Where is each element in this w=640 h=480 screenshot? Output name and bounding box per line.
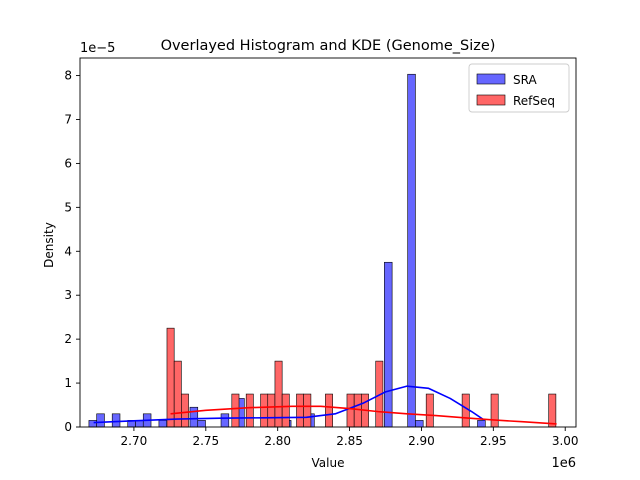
- histogram-bar: [346, 393, 355, 428]
- x-tick-label: 2.90: [408, 434, 435, 448]
- x-tick-label: 2.70: [121, 434, 148, 448]
- histogram-bar: [260, 393, 269, 428]
- y-tick-label: 6: [64, 156, 72, 170]
- histogram-bar: [267, 393, 276, 428]
- histogram-bar: [166, 327, 175, 428]
- histogram-bar: [111, 413, 121, 428]
- histogram-bar: [181, 393, 189, 428]
- histogram-bar: [384, 261, 393, 428]
- legend: SRA RefSeq: [468, 63, 570, 113]
- x-tick-label: 2.95: [480, 434, 507, 448]
- y-tick-label: 1: [64, 376, 72, 390]
- y-tick-label: 7: [64, 113, 72, 127]
- histogram-bar: [281, 393, 290, 428]
- legend-label-sra: SRA: [513, 73, 537, 87]
- axes: 2.70 2.75 2.80 2.85 2.90 2.95 3.00 0 1 2 3 4 5 6 7 8: [64, 57, 579, 448]
- y-tick-label: 3: [64, 288, 72, 302]
- legend-swatch-refseq: [476, 94, 506, 106]
- histogram-bar: [415, 420, 424, 428]
- histogram-bar: [461, 393, 470, 428]
- y-scale-label: 1e−5: [80, 41, 115, 56]
- legend-swatch-sra: [476, 73, 506, 85]
- histogram-bar: [245, 393, 254, 428]
- y-tick-label: 4: [64, 244, 72, 258]
- histogram-bar: [353, 393, 362, 428]
- histogram-bar: [173, 360, 182, 428]
- x-tick-label: 3.00: [552, 434, 579, 448]
- kde-line-refseq: [170, 405, 557, 425]
- histogram-bar: [158, 420, 167, 428]
- y-tick-label: 5: [64, 200, 72, 214]
- chart-title: Overlayed Histogram and KDE (Genome_Size…: [161, 38, 496, 54]
- x-axis-label: Value: [312, 456, 345, 470]
- histogram-bar: [325, 393, 333, 428]
- histogram-bar: [231, 393, 240, 428]
- histogram-bar: [296, 393, 305, 428]
- x-tick-label: 2.75: [192, 434, 219, 448]
- y-tick-label: 2: [64, 332, 72, 346]
- histogram-bar: [303, 393, 312, 428]
- axes-frame: [79, 57, 577, 428]
- histogram-bar: [189, 406, 199, 428]
- histogram-bar: [477, 420, 486, 428]
- x-tick-label: 2.85: [336, 434, 363, 448]
- histogram-bar: [88, 420, 97, 428]
- histogram-bar: [425, 393, 434, 428]
- histogram-bar: [490, 393, 499, 428]
- histogram-bar: [548, 393, 557, 428]
- x-scale-label: 1e6: [551, 456, 576, 471]
- histogram-bar: [220, 413, 230, 428]
- legend-label-refseq: RefSeq: [513, 94, 555, 108]
- y-tick-label: 0: [64, 420, 72, 434]
- histogram-bar: [407, 73, 416, 428]
- y-axis-label: Density: [42, 222, 56, 268]
- y-tick-label: 8: [64, 69, 72, 83]
- histogram-bar: [197, 420, 206, 428]
- x-tick-label: 2.80: [264, 434, 291, 448]
- histogram-bar: [96, 413, 105, 428]
